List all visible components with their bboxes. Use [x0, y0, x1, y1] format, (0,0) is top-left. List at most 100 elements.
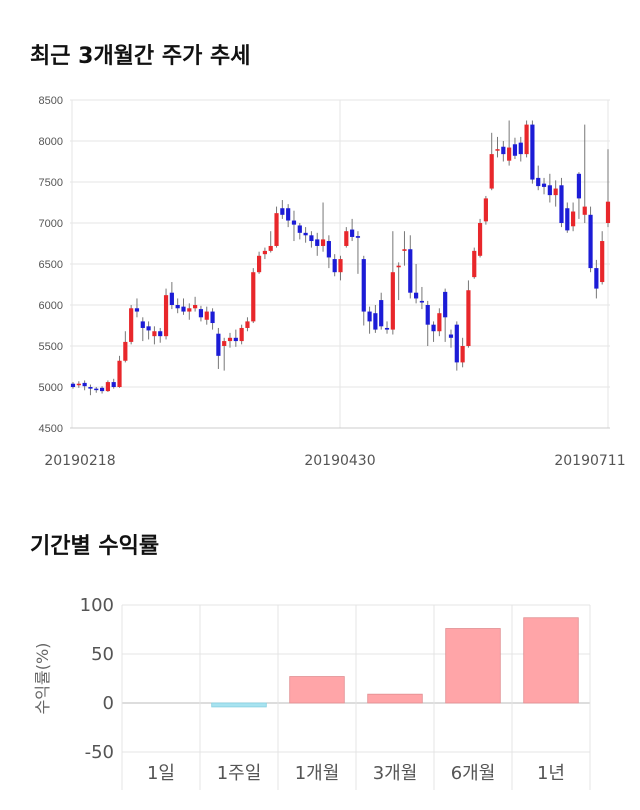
category-label: 1개월: [295, 763, 340, 784]
candle: [454, 321, 459, 371]
candle: [367, 306, 372, 334]
y-tick-label: 50: [91, 644, 114, 665]
candle: [547, 173, 552, 203]
candle: [181, 298, 186, 315]
candle-body: [245, 321, 250, 328]
candle-body: [489, 154, 494, 189]
candle: [419, 286, 425, 310]
candle: [338, 255, 343, 281]
category-label: 3개월: [373, 763, 418, 784]
candle: [390, 231, 395, 335]
candle: [501, 141, 506, 162]
candle: [76, 381, 81, 388]
candle-body: [158, 331, 163, 337]
candle-body: [76, 383, 81, 386]
candle: [129, 305, 134, 345]
candle-body: [227, 337, 233, 342]
candle-body: [588, 214, 593, 269]
candle: [152, 326, 157, 345]
candle: [332, 254, 337, 277]
x-tick-label: 20190430: [304, 453, 375, 469]
candle-body: [402, 249, 407, 251]
candle: [594, 259, 599, 299]
candle-body: [134, 308, 140, 312]
candle: [373, 305, 378, 333]
candle: [204, 306, 209, 325]
candle: [396, 262, 401, 301]
candle: [379, 292, 384, 330]
category-label: 6개월: [451, 763, 496, 784]
candle-body: [181, 306, 186, 312]
candle-body: [94, 388, 99, 391]
candle: [105, 380, 110, 392]
candle: [280, 200, 285, 219]
candle-body: [571, 211, 576, 227]
candle-body: [274, 213, 279, 246]
candle-body: [297, 225, 302, 233]
candle: [315, 232, 320, 256]
candle: [193, 296, 198, 312]
candle-body: [507, 147, 512, 161]
candle-body: [105, 382, 110, 392]
candle-body: [541, 183, 547, 187]
candle: [117, 355, 122, 388]
y-tick-label: 7000: [39, 218, 63, 230]
candle: [489, 132, 494, 191]
candle-body: [373, 313, 378, 330]
candle: [571, 202, 576, 232]
candle-body: [448, 334, 454, 338]
candle-body: [501, 146, 506, 155]
candle-body: [291, 220, 297, 225]
candle: [553, 180, 558, 207]
candle-body: [425, 305, 430, 325]
candle: [605, 149, 611, 228]
candle: [530, 120, 535, 184]
candle-body: [483, 198, 488, 222]
x-tick-label: 20190218: [44, 453, 115, 469]
return-bar: [211, 702, 267, 708]
candle-body: [111, 382, 116, 387]
candle: [536, 165, 541, 191]
candle: [251, 268, 256, 324]
candle-body: [99, 387, 105, 392]
candle-body: [303, 232, 308, 236]
candle: [274, 206, 279, 248]
candle-body: [222, 341, 227, 346]
y-tick-label: 5500: [39, 341, 63, 353]
y-tick-label: 6000: [39, 300, 63, 312]
candle: [518, 136, 523, 162]
candle-body: [361, 259, 366, 312]
candle-body: [140, 321, 145, 328]
candle-body: [117, 360, 122, 387]
category-label: 1일: [147, 763, 175, 784]
candle-body: [454, 324, 459, 363]
candle-body: [169, 292, 174, 305]
candle: [600, 231, 605, 285]
candle: [245, 317, 250, 332]
candle-body: [524, 124, 529, 155]
candle-body: [472, 250, 477, 278]
candle: [541, 177, 547, 195]
candle: [477, 218, 483, 258]
candle: [146, 321, 151, 340]
stock-trend-title: 최근 3개월간 주가 추세: [30, 44, 251, 69]
candle: [140, 317, 145, 342]
return-bar: [289, 676, 345, 704]
candle-body: [152, 331, 157, 337]
candle-body: [576, 173, 582, 199]
candle: [163, 288, 169, 340]
candle-body: [256, 255, 262, 273]
candle-body: [460, 346, 465, 363]
y-tick-label: 5000: [39, 382, 63, 394]
candle: [297, 223, 302, 240]
candle: [88, 384, 93, 396]
candle: [210, 308, 215, 330]
candle-body: [309, 235, 314, 242]
candle: [460, 337, 465, 368]
candle-body: [495, 149, 500, 151]
candle: [216, 327, 221, 369]
y-tick-label: 6500: [39, 259, 63, 271]
candle: [82, 380, 87, 391]
candle-body: [355, 236, 361, 238]
candle: [70, 382, 76, 389]
